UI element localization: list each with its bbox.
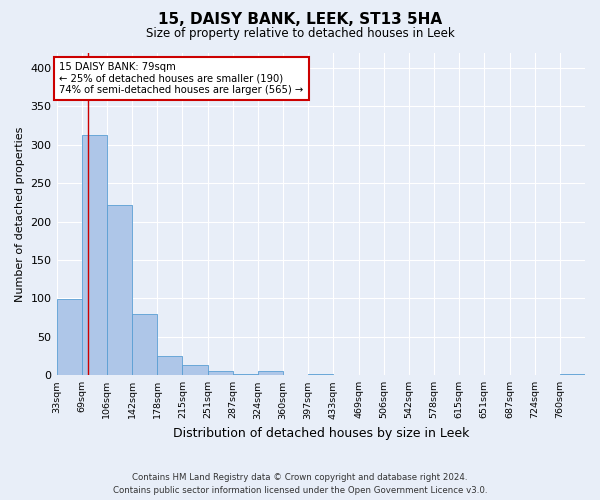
Bar: [560, 374, 585, 376]
Text: 15 DAISY BANK: 79sqm
← 25% of detached houses are smaller (190)
74% of semi-deta: 15 DAISY BANK: 79sqm ← 25% of detached h…: [59, 62, 304, 95]
Text: Contains HM Land Registry data © Crown copyright and database right 2024.
Contai: Contains HM Land Registry data © Crown c…: [113, 473, 487, 495]
Y-axis label: Number of detached properties: Number of detached properties: [15, 126, 25, 302]
Bar: [308, 374, 334, 376]
Bar: [182, 366, 208, 376]
Bar: [258, 372, 283, 376]
Text: 15, DAISY BANK, LEEK, ST13 5HA: 15, DAISY BANK, LEEK, ST13 5HA: [158, 12, 442, 28]
Bar: [132, 314, 157, 376]
Bar: [233, 374, 258, 376]
Bar: [107, 204, 132, 376]
Bar: [82, 134, 107, 376]
X-axis label: Distribution of detached houses by size in Leek: Distribution of detached houses by size …: [173, 427, 469, 440]
Bar: [157, 356, 182, 376]
Bar: [56, 299, 82, 376]
Bar: [208, 372, 233, 376]
Text: Size of property relative to detached houses in Leek: Size of property relative to detached ho…: [146, 28, 454, 40]
